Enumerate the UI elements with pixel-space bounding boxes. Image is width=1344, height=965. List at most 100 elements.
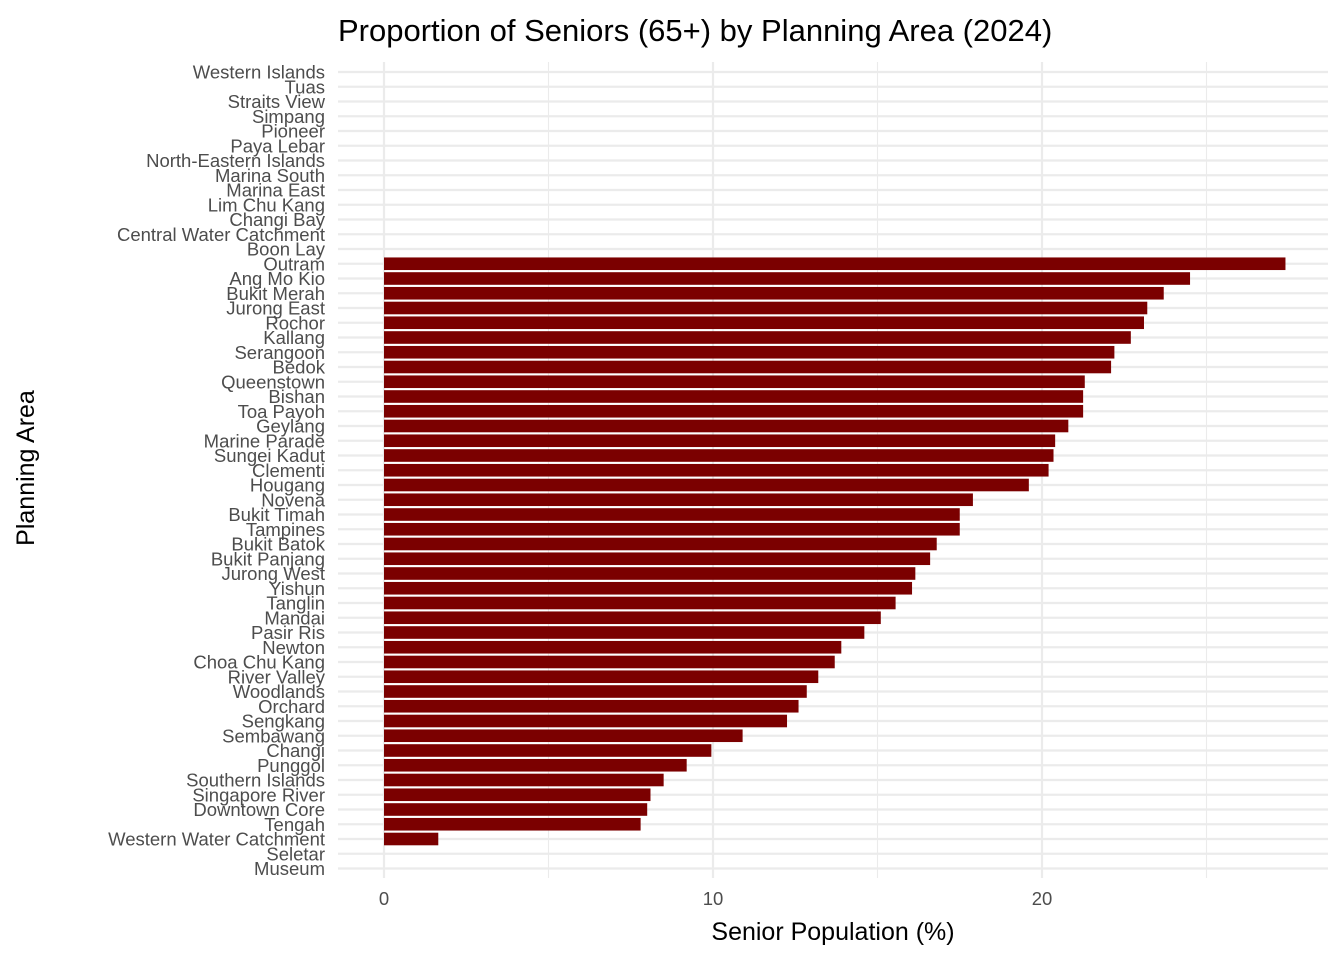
y-tick-label: Straits View (228, 91, 326, 112)
bar (384, 640, 842, 654)
y-tick-label: Western Islands (193, 62, 325, 83)
y-tick-label: Marina East (226, 180, 325, 201)
y-tick-label: Bukit Merah (226, 283, 325, 304)
bar (384, 758, 687, 772)
bar (384, 301, 1148, 315)
bar (384, 286, 1164, 300)
y-tick-label: Bukit Batok (231, 534, 325, 555)
bar (384, 390, 1084, 403)
y-tick-label: Orchard (258, 696, 325, 717)
y-tick-label: Museum (254, 858, 325, 879)
y-axis-title: Planning Area (12, 390, 40, 546)
gridlines (338, 62, 1328, 878)
y-tick-label: Yishun (269, 578, 325, 599)
y-tick-label: Downtown Core (193, 799, 325, 820)
y-tick-label: Hougang (250, 475, 325, 496)
bar (384, 331, 1131, 344)
y-tick-label: Sengkang (242, 711, 325, 732)
bar (384, 257, 1286, 271)
y-tick-label: Changi (266, 740, 325, 761)
y-tick-label: Punggol (257, 755, 325, 776)
y-tick-label: Southern Islands (186, 770, 325, 791)
y-tick-label: Simpang (252, 106, 325, 127)
bar (384, 744, 712, 757)
y-tick-label: Queenstown (221, 371, 325, 392)
bar (384, 272, 1191, 285)
bar (384, 596, 896, 610)
bar (384, 685, 807, 698)
bar (384, 832, 439, 846)
bar (384, 567, 916, 580)
y-tick-label: Tuas (285, 76, 325, 97)
bar (384, 788, 651, 802)
y-tick-label: Pioneer (261, 121, 325, 142)
y-tick-label: Outram (263, 253, 325, 274)
y-tick-label: Novena (261, 489, 325, 510)
bar (384, 434, 1056, 448)
bar (384, 522, 960, 536)
x-tick-label: 20 (1032, 888, 1053, 909)
bar (384, 419, 1069, 433)
y-tick-label: Kallang (263, 327, 325, 348)
y-tick-label: Geylang (256, 416, 325, 437)
y-tick-label: Lim Chu Kang (208, 194, 325, 215)
y-tick-label: Ang Mo Kio (229, 268, 325, 289)
bar (384, 803, 648, 816)
y-tick-label: Jurong East (226, 298, 325, 319)
bar (384, 817, 641, 831)
x-tick-labels: 0 10 20 (379, 888, 1052, 909)
y-tick-label: Seletar (266, 843, 325, 864)
y-tick-label: North-Eastern Islands (146, 150, 325, 171)
bar (384, 552, 931, 566)
bars (384, 257, 1286, 846)
bar (384, 729, 743, 743)
bar (384, 449, 1054, 462)
bar (384, 493, 973, 507)
bar (384, 463, 1049, 477)
bar (384, 773, 664, 787)
y-tick-label: Tengah (264, 814, 325, 835)
y-tick-label: Bukit Panjang (211, 548, 325, 569)
y-tick-label: Jurong West (221, 563, 325, 584)
bar (384, 316, 1144, 330)
x-tick-label: 0 (379, 888, 389, 909)
y-tick-label: Woodlands (233, 681, 325, 702)
y-tick-label: Central Water Catchment (117, 224, 325, 245)
bar (384, 611, 881, 625)
bar (384, 478, 1029, 492)
bar (384, 537, 937, 551)
y-tick-label: Pasir Ris (251, 622, 325, 643)
y-tick-label: Serangoon (234, 342, 325, 363)
y-tick-label: Tampines (246, 519, 325, 540)
x-axis-title: Senior Population (%) (711, 918, 954, 946)
bar (384, 404, 1084, 418)
x-tick-label: 10 (703, 888, 724, 909)
y-tick-label: Western Water Catchment (108, 829, 325, 850)
y-tick-label: Newton (262, 637, 325, 658)
y-tick-label: Choa Chu Kang (193, 652, 325, 673)
bar (384, 581, 913, 595)
y-tick-label: Paya Lebar (230, 135, 325, 156)
y-tick-label: Marine Parade (204, 430, 325, 451)
bar (384, 699, 799, 713)
bar (384, 626, 865, 639)
y-tick-label: Boon Lay (247, 239, 326, 260)
bar (384, 508, 960, 521)
y-tick-label: River Valley (228, 666, 326, 687)
y-tick-label: Tanglin (266, 593, 325, 614)
bar (384, 655, 835, 669)
y-tick-label: Sungei Kadut (214, 445, 325, 466)
y-tick-label: Changi Bay (229, 209, 325, 230)
bar (384, 714, 788, 728)
bar (384, 375, 1085, 389)
y-tick-label: Bukit Timah (228, 504, 325, 525)
y-tick-label: Singapore River (192, 784, 325, 805)
bar (384, 360, 1112, 374)
chart-title: Proportion of Seniors (65+) by Planning … (338, 13, 1052, 48)
y-tick-label: Rochor (265, 312, 325, 333)
y-tick-label: Bishan (268, 386, 325, 407)
y-tick-label: Marina South (215, 165, 325, 186)
